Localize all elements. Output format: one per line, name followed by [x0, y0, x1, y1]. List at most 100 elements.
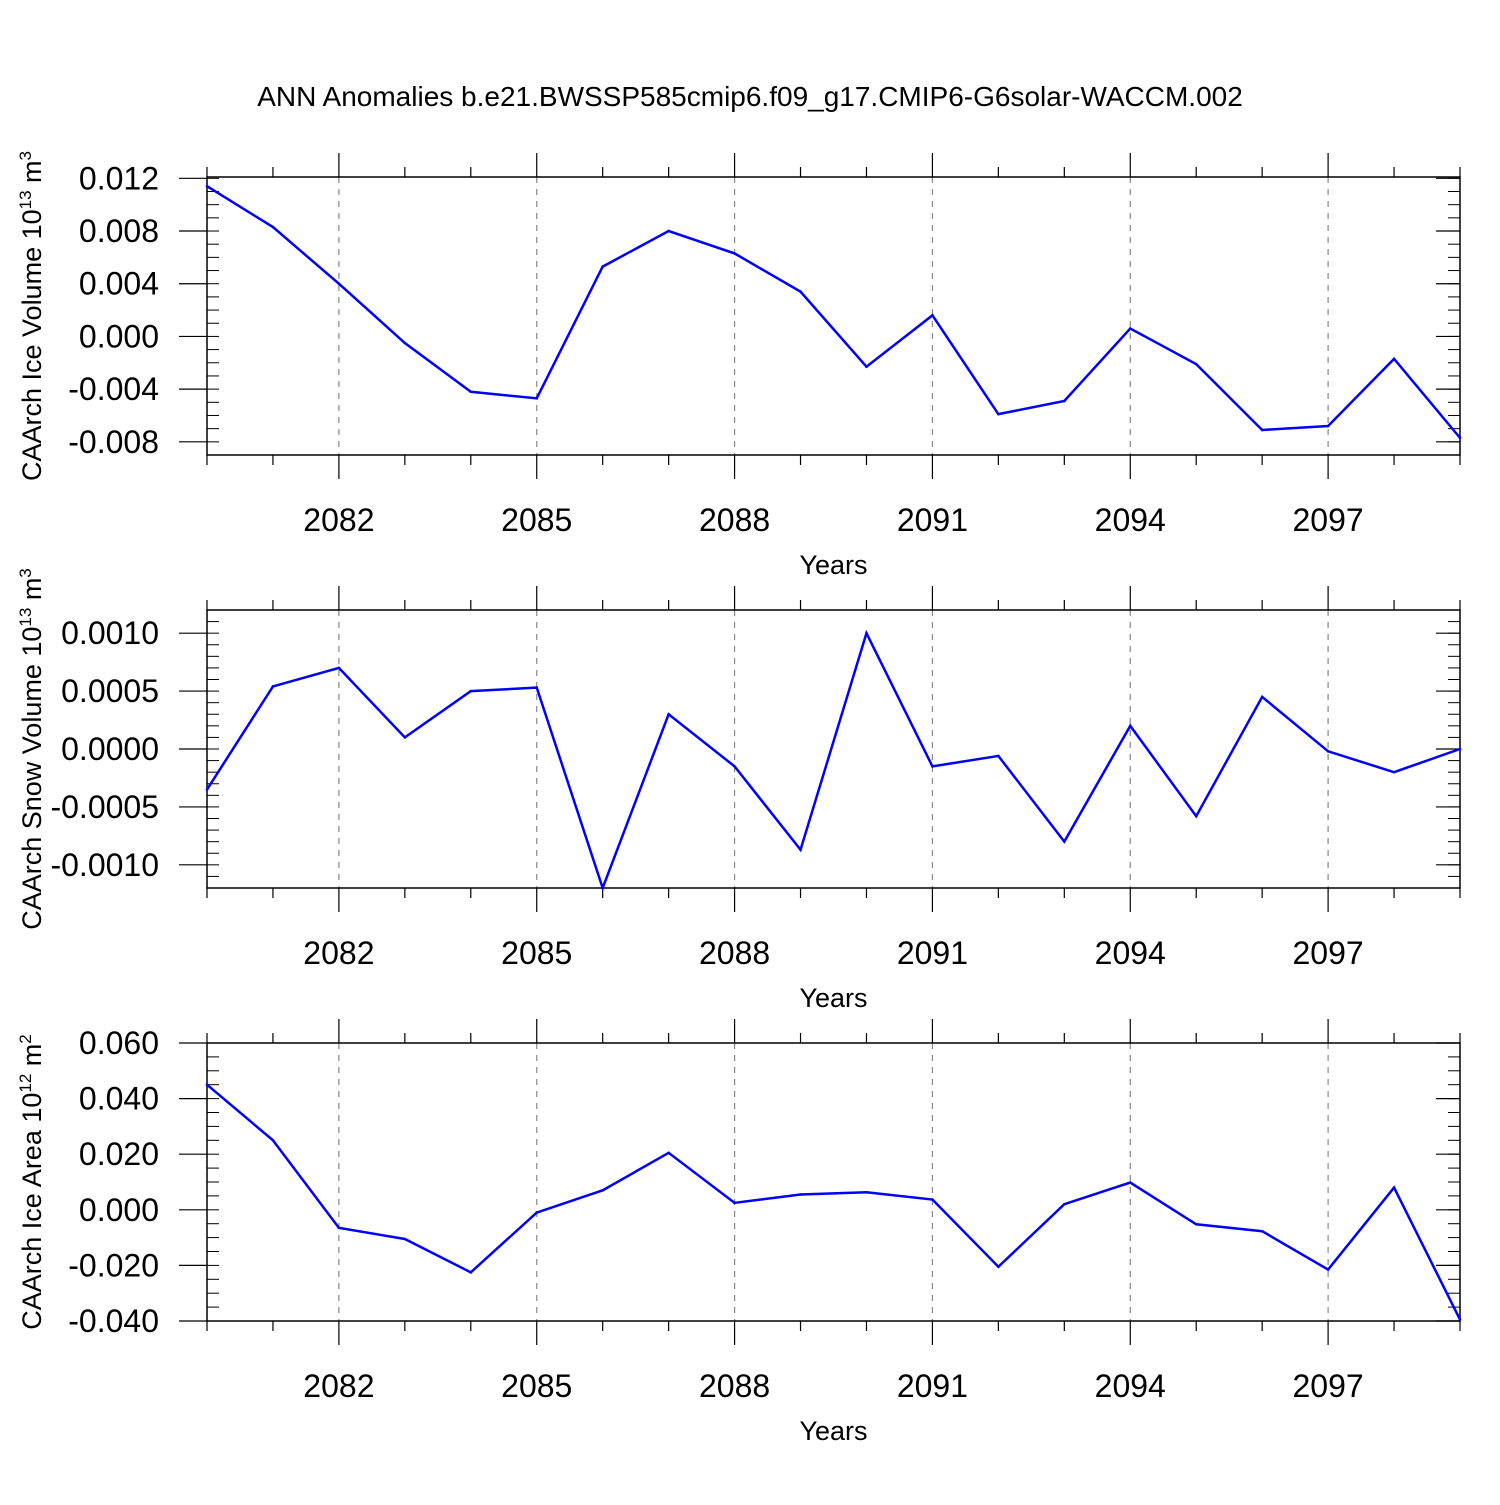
data-point	[1326, 1268, 1330, 1271]
data-point	[1194, 814, 1198, 818]
data-point	[271, 1139, 275, 1142]
data-point	[997, 1265, 1000, 1269]
y-label-exponent: 13	[16, 608, 35, 627]
data-point	[1392, 357, 1396, 361]
y-label-text: CAArch Ice Volume 10	[17, 209, 47, 481]
data-point	[1128, 724, 1132, 728]
y-tick-label: 0.0005	[61, 673, 159, 709]
x-axis-label: Years	[799, 550, 867, 580]
data-point	[865, 365, 868, 369]
y-tick-label: 0.040	[79, 1081, 159, 1117]
data-point	[931, 314, 934, 317]
data-point	[1260, 1229, 1264, 1233]
data-point	[733, 1201, 736, 1205]
data-point	[1392, 1186, 1396, 1189]
chart-panel-3: 2082 2085 2088 2091 2094 2097 0.060 0.040 0.020 0…	[16, 1019, 1462, 1446]
x-tick-label: 2085	[501, 1368, 572, 1404]
data-point	[535, 686, 539, 689]
y-tick-label: 0.008	[79, 213, 159, 249]
x-tick-label: 2097	[1293, 935, 1364, 971]
data-point	[403, 1237, 407, 1241]
data-point	[1326, 424, 1330, 428]
data-point	[601, 1189, 604, 1192]
y-tick-label: 0.004	[79, 266, 159, 302]
data-point	[1458, 747, 1462, 751]
x-tick-label: 2085	[501, 935, 572, 971]
x-tick-label: 2082	[303, 1368, 374, 1404]
x-tick-label: 2091	[897, 1368, 968, 1404]
data-point	[1128, 1181, 1132, 1184]
data-point	[1194, 362, 1198, 366]
y-tick-label: -0.0010	[50, 847, 159, 883]
y-tick-label: 0.000	[79, 318, 159, 354]
data-point	[865, 631, 868, 635]
data-point	[799, 848, 802, 852]
data-point	[997, 754, 1000, 758]
data-point	[337, 282, 341, 286]
data-point	[1194, 1222, 1198, 1226]
y-tick-label: 0.020	[79, 1136, 159, 1172]
chart-panel-1: 2082 2085 2088 2091 2094 2097 0.012 0.008 0.004 0…	[16, 151, 1462, 580]
y-label-unit-exponent: 2	[16, 1034, 35, 1043]
data-point	[667, 712, 670, 716]
data-point	[403, 341, 407, 345]
y-tick-label: 0.0010	[61, 615, 159, 651]
x-tick-label: 2091	[897, 502, 968, 538]
y-tick-label: -0.0005	[50, 789, 159, 825]
x-tick-label: 2097	[1293, 1368, 1364, 1404]
x-tick-label: 2094	[1095, 502, 1166, 538]
data-point	[1063, 399, 1066, 403]
data-point	[1260, 695, 1264, 699]
x-tick-label: 2085	[501, 502, 572, 538]
data-point	[535, 1211, 539, 1214]
x-tick-label: 2082	[303, 935, 374, 971]
y-axis-label: CAArch Ice Volume 1013 m3	[16, 151, 47, 481]
chart-panel-2: 2082 2085 2088 2091 2094 2097 0.0010 0.0005 0.00…	[16, 568, 1462, 1013]
y-axis-label: CAArch Snow Volume 1013 m3	[16, 568, 47, 930]
x-tick-label: 2091	[897, 935, 968, 971]
x-tick-label: 2088	[699, 502, 770, 538]
y-label-unit: m	[17, 160, 47, 190]
data-point	[667, 229, 670, 233]
y-label-exponent: 13	[16, 190, 35, 209]
data-point	[337, 1226, 341, 1230]
x-tick-label: 2097	[1293, 502, 1364, 538]
data-point	[469, 689, 473, 693]
x-tick-label: 2094	[1095, 935, 1166, 971]
y-tick-label: -0.020	[68, 1247, 159, 1283]
y-tick-label: 0.060	[79, 1025, 159, 1061]
y-tick-label: 0.012	[79, 160, 159, 196]
x-tick-label: 2088	[699, 1368, 770, 1404]
data-point	[469, 1271, 473, 1274]
data-point	[271, 225, 275, 229]
data-series-line	[206, 1083, 1462, 1321]
data-point	[931, 765, 934, 768]
y-tick-label: -0.040	[68, 1303, 159, 1339]
data-point	[271, 685, 275, 688]
data-point	[997, 412, 1000, 416]
y-label-text: CAArch Snow Volume 10	[17, 627, 47, 930]
plot-frame	[206, 176, 1461, 456]
x-axis-label: Years	[799, 983, 867, 1013]
data-point	[1458, 1318, 1462, 1321]
x-tick-label: 2088	[699, 935, 770, 971]
data-point	[667, 1151, 670, 1155]
data-point	[469, 390, 473, 394]
data-series-line	[206, 185, 1461, 439]
y-label-text: CAArch Ice Area 10	[17, 1093, 47, 1330]
x-tick-label: 2082	[303, 502, 374, 538]
y-label-unit: m	[17, 1044, 47, 1074]
data-point	[733, 252, 736, 255]
y-tick-label: 0.0000	[61, 731, 159, 767]
data-point	[1063, 1202, 1066, 1206]
chart-title: ANN Anomalies b.e21.BWSSP585cmip6.f09_g1…	[257, 81, 1243, 112]
data-point	[601, 265, 604, 268]
plot-frame	[206, 609, 1461, 889]
y-tick-label: 0.000	[79, 1192, 159, 1228]
y-tick-label: -0.008	[68, 424, 159, 460]
data-point	[1063, 840, 1066, 843]
data-point	[205, 184, 209, 188]
y-label-exponent: 12	[16, 1074, 35, 1093]
data-point	[205, 1083, 209, 1086]
